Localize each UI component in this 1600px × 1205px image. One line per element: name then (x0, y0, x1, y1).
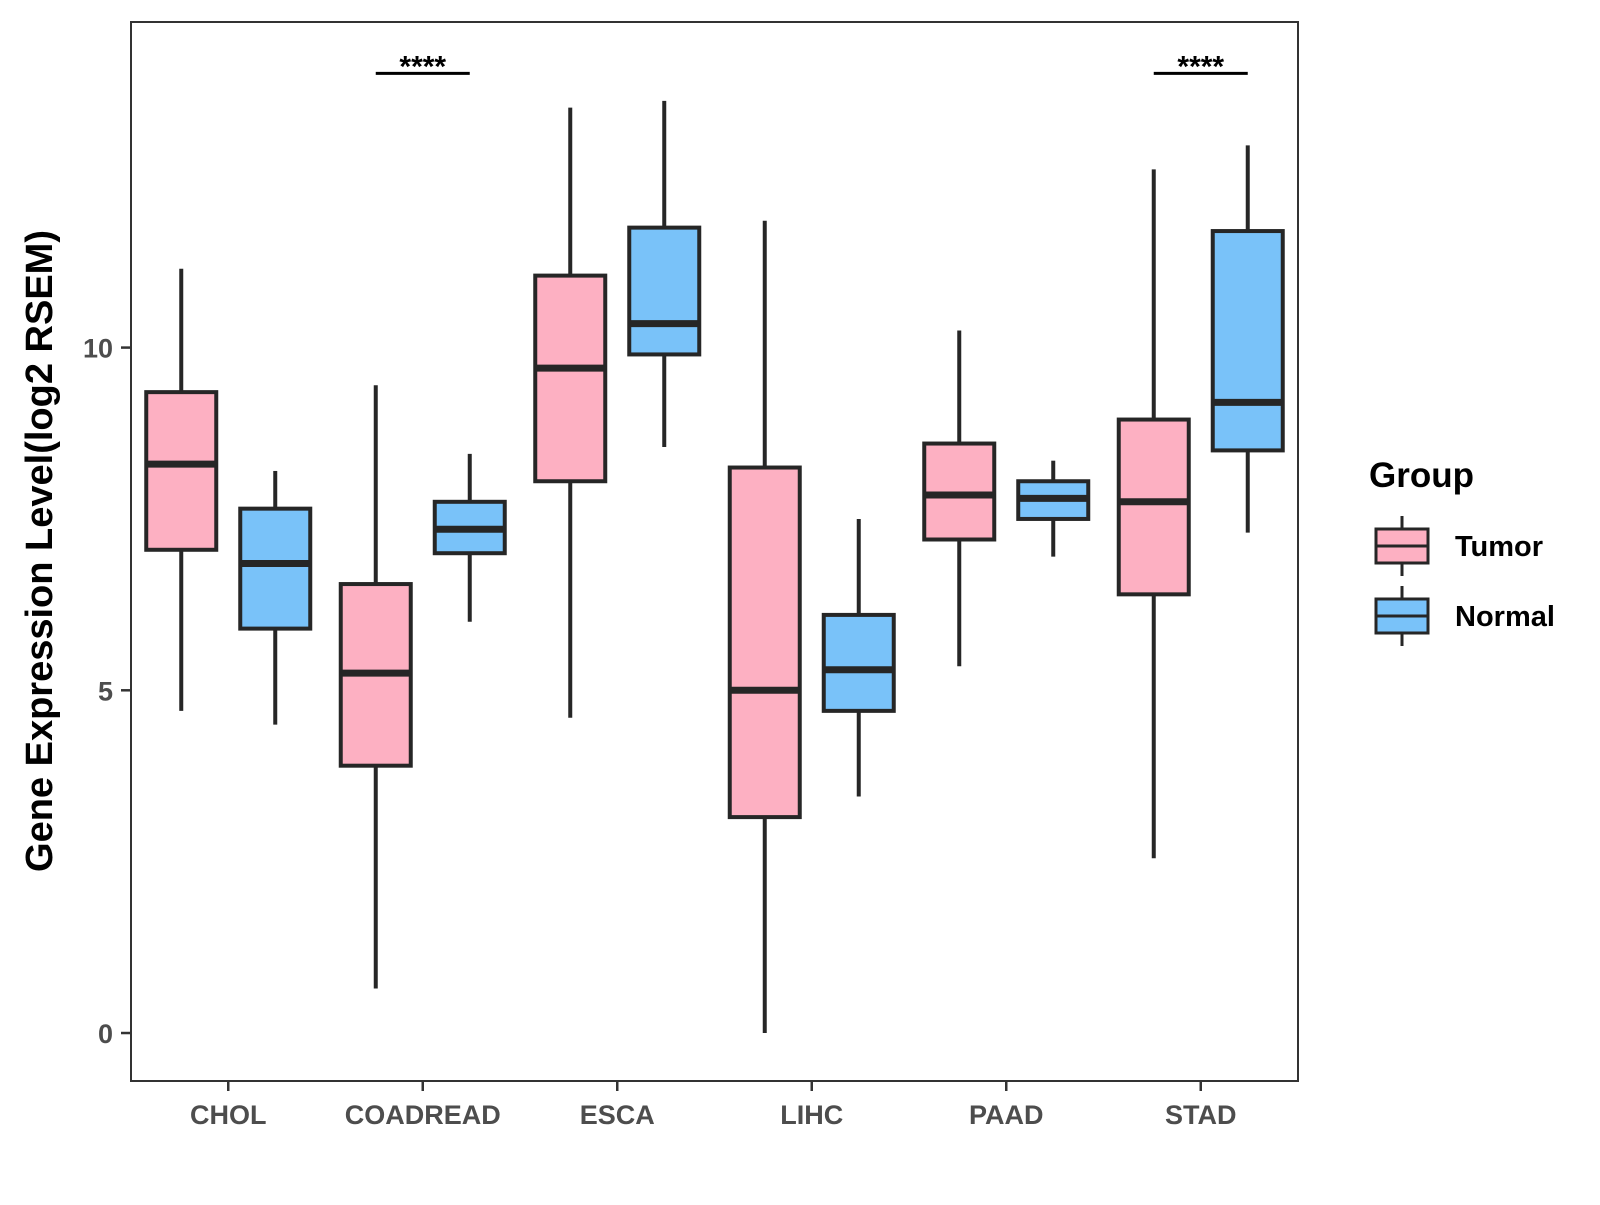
box-lihc-tumor (727, 465, 802, 820)
plot-panel-frame (130, 21, 1299, 1082)
significance-label-coadread: **** (399, 50, 446, 83)
box-chol-tumor (144, 390, 219, 552)
y-tick-label-10: 10 (83, 334, 113, 364)
legend-label-tumor: Tumor (1455, 531, 1543, 563)
significance-label-stad: **** (1177, 50, 1224, 83)
legend-label-normal: Normal (1455, 601, 1555, 633)
box-lihc-normal (821, 612, 896, 713)
box-esca-normal (627, 225, 702, 357)
box-stad-normal (1210, 229, 1285, 453)
x-tick-label-lihc: LIHC (780, 1100, 843, 1130)
legend-title: Group (1369, 456, 1474, 495)
box-chol-normal (238, 506, 313, 631)
y-tick-label-5: 5 (98, 676, 113, 706)
y-axis-title: Gene Expression Level(log2 RSEM) (19, 230, 61, 872)
boxes-layer (144, 100, 1285, 1034)
x-tick-label-stad: STAD (1165, 1100, 1237, 1130)
significance-annotations: **** **** (375, 50, 1248, 83)
box-stad-tumor (1116, 417, 1191, 597)
legend: Group Tumor Normal (1369, 456, 1555, 646)
axes-layer: 0 5 10 CHOL COADREAD ESCA LIHC PAAD STAD (83, 334, 1237, 1130)
x-tick-label-chol: CHOL (190, 1100, 267, 1130)
y-tick-label-0: 0 (98, 1019, 113, 1049)
legend-items: Tumor Normal (1374, 516, 1555, 646)
x-tick-label-paad: PAAD (969, 1100, 1044, 1130)
box-esca-tumor (533, 273, 608, 484)
x-tick-label-coadread: COADREAD (345, 1100, 501, 1130)
x-tick-label-esca: ESCA (580, 1100, 655, 1130)
